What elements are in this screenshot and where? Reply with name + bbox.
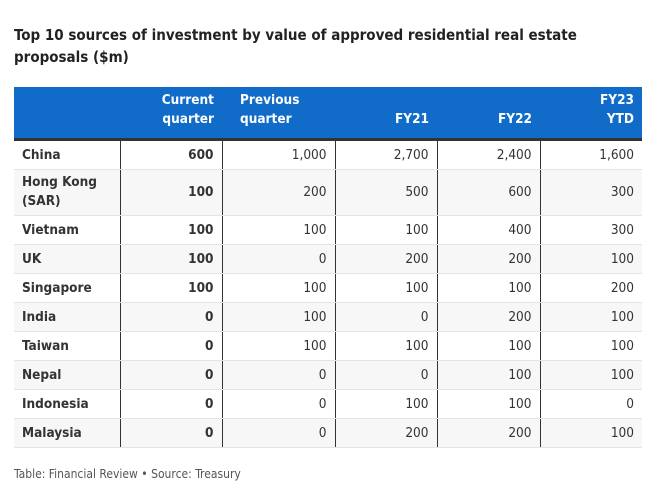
table-cell: 2,400 [436,139,540,170]
table-cell: 100 [119,273,222,303]
table-cell: 0 [119,302,222,332]
table-cell: 100 [334,215,437,245]
row-label: Indonesia [14,389,120,419]
table-cell: 0 [221,418,335,448]
table-row: India 0 100 0 200 100 [14,302,642,332]
table-cell: 200 [539,273,642,303]
row-label: Taiwan [14,331,120,361]
table-cell: 0 [334,360,437,390]
table-row: Vietnam 100 100 100 400 300 [14,215,642,245]
table-cell: 1,000 [221,139,335,170]
table-title: Top 10 sources of investment by value of… [14,26,577,66]
table-cell: 100 [436,360,540,390]
table-cell: 0 [334,302,437,332]
table-cell: 0 [221,244,335,274]
table-cell: 200 [436,418,540,448]
table-cell: 300 [539,169,642,216]
table-cell: 100 [119,244,222,274]
table-cell: 300 [539,215,642,245]
table-cell: 0 [119,360,222,390]
table-cell: 400 [436,215,540,245]
column-header: FY23 YTD [540,87,642,141]
table-cell: 0 [119,389,222,419]
row-label: Malaysia [14,418,120,448]
table-cell: 100 [539,331,642,361]
row-label: Singapore [14,273,120,303]
table-cell: 100 [539,244,642,274]
table-row: UK 100 0 200 200 100 [14,244,642,274]
table-cell: 100 [539,418,642,448]
row-label: Hong Kong (SAR) [14,169,120,216]
table-cell: 100 [334,273,437,303]
column-header: FY22 [437,87,540,141]
table-cell: 500 [334,169,437,216]
row-label: Vietnam [14,215,120,245]
table-cell: 0 [221,360,335,390]
row-label: India [14,302,120,332]
table-row: Nepal 0 0 0 100 100 [14,360,642,390]
column-header: Current quarter [120,87,222,141]
table-row: China 600 1,000 2,700 2,400 1,600 [14,139,642,170]
table-cell: 0 [119,418,222,448]
table-cell: 1,600 [539,139,642,170]
row-label: Nepal [14,360,120,390]
table-cell: 100 [221,331,335,361]
table-cell: 200 [334,244,437,274]
table-cell: 600 [436,169,540,216]
row-label: UK [14,244,120,274]
table-cell: 100 [436,331,540,361]
table-cell: 0 [221,389,335,419]
table-cell: 100 [436,273,540,303]
table-row: Malaysia 0 0 200 200 100 [14,418,642,448]
table-cell: 100 [221,273,335,303]
table-cell: 100 [436,389,540,419]
table-cell: 200 [334,418,437,448]
header-row: Current quarter Previous quarter FY21 FY22 FY2… [14,87,642,141]
table-cell: 100 [221,302,335,332]
table-cell: 100 [539,302,642,332]
table-cell: 0 [119,331,222,361]
column-header: Previous quarter [222,87,335,141]
table-cell: 100 [334,331,437,361]
table-row: Indonesia 0 0 100 100 0 [14,389,642,419]
table-cell: 100 [334,389,437,419]
column-header: FY21 [335,87,437,141]
table-cell: 100 [119,169,222,216]
column-header [14,87,120,141]
table-cell: 200 [221,169,335,216]
table-cell: 200 [436,302,540,332]
table-cell: 100 [119,215,222,245]
row-label: China [14,139,120,170]
table-row: Singapore 100 100 100 100 200 [14,273,642,303]
table-cell: 200 [436,244,540,274]
investment-table: Current quarter Previous quarter FY21 FY22 FY2… [14,87,642,448]
table-cell: 0 [539,389,642,419]
footer-source: Table: Financial Review • Source: Treasu… [14,467,241,481]
table-row: Hong Kong (SAR) 100 200 500 600 300 [14,169,642,216]
table-row: Taiwan 0 100 100 100 100 [14,331,642,361]
table-cell: 100 [539,360,642,390]
table-cell: 600 [119,139,222,170]
table-cell: 100 [221,215,335,245]
table-cell: 2,700 [334,139,437,170]
